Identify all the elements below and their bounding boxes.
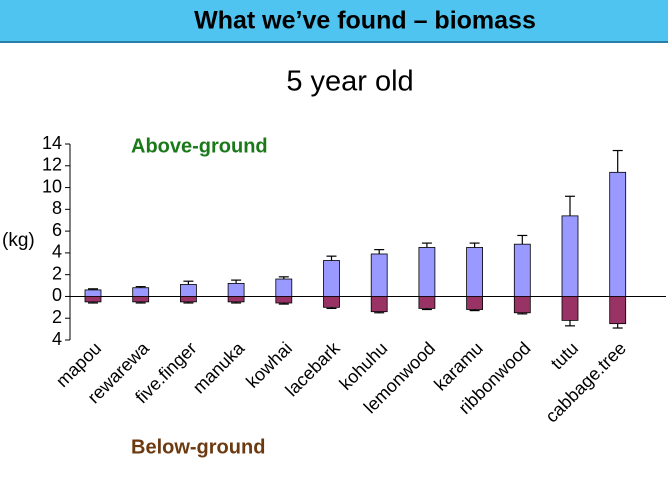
bar — [323, 296, 340, 308]
error-bar — [612, 323, 623, 329]
y-tick-label: 4 — [52, 242, 62, 262]
bar — [513, 243, 531, 297]
bar — [132, 296, 150, 303]
bar — [132, 287, 150, 297]
y-tick-label: 14 — [42, 133, 62, 153]
y-tick-label: 8 — [52, 198, 62, 218]
x-tick-label: tutu — [547, 338, 582, 373]
bar — [84, 289, 102, 297]
error-bar — [278, 302, 289, 305]
bar — [370, 296, 388, 313]
bar — [609, 296, 627, 325]
bar — [84, 296, 102, 303]
error-bar — [231, 301, 242, 304]
error-bar — [278, 276, 289, 280]
error-bar — [517, 312, 528, 315]
y-tick-label: 0 — [52, 285, 62, 305]
error-bar — [469, 242, 480, 248]
bar — [561, 215, 579, 297]
error-bar — [374, 311, 385, 314]
bar — [609, 171, 627, 297]
y-tick-label: 6 — [52, 220, 62, 240]
error-bar — [135, 301, 146, 304]
y-tick-label: 2 — [52, 263, 62, 283]
slide-title: What we’ve found – biomass — [194, 7, 536, 35]
error-bar — [326, 255, 337, 261]
bar — [466, 296, 484, 310]
bar — [513, 296, 531, 314]
error-bar — [565, 195, 575, 216]
series-label: Above-ground — [131, 135, 268, 157]
x-tick-label: lacebark — [281, 337, 344, 400]
bar — [275, 296, 293, 304]
error-bar — [469, 309, 480, 312]
bar — [370, 253, 388, 297]
bar — [561, 296, 579, 321]
header-band — [0, 0, 668, 42]
error-bar — [612, 149, 623, 173]
y-axis-label: (kg) — [2, 230, 35, 251]
bar — [418, 296, 436, 309]
bar — [418, 247, 436, 297]
bar — [323, 260, 340, 297]
bar — [179, 296, 197, 303]
error-bar — [326, 307, 337, 310]
y-tick-label: 2 — [52, 307, 62, 327]
error-bar — [565, 320, 575, 327]
x-tick-label: manuka — [189, 337, 249, 397]
bar — [466, 247, 484, 297]
bar — [179, 284, 197, 297]
error-bar — [231, 279, 242, 284]
error-bar — [374, 249, 385, 254]
y-tick-label: 4 — [52, 329, 62, 349]
error-bar — [183, 280, 194, 285]
chart-title: 5 year old — [286, 66, 413, 98]
error-bar — [183, 301, 194, 304]
bar — [227, 296, 245, 303]
y-tick-label: 12 — [42, 155, 62, 175]
error-bar — [517, 234, 528, 245]
error-bar — [135, 286, 146, 288]
error-bar — [421, 308, 432, 311]
error-bar — [421, 242, 432, 248]
bar — [275, 278, 293, 297]
y-tick-label: 10 — [42, 176, 62, 196]
error-bar — [88, 288, 98, 290]
error-bar — [88, 301, 98, 304]
series-label: Below-ground — [131, 436, 265, 458]
bar — [227, 282, 245, 297]
